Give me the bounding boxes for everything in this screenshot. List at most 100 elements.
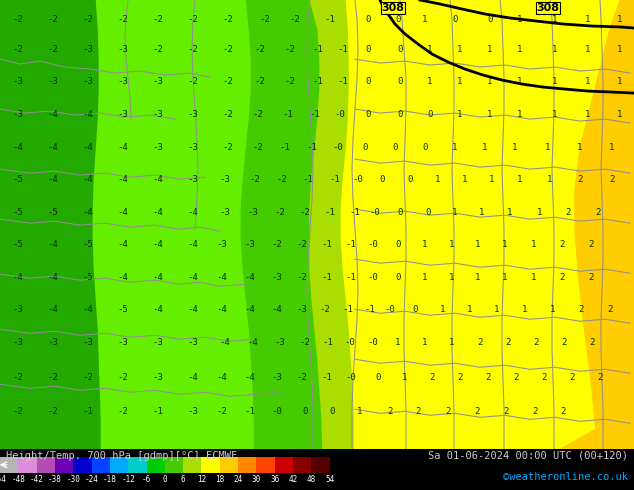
- Bar: [146, 457, 165, 473]
- Text: 2: 2: [597, 373, 603, 382]
- Text: -2: -2: [223, 45, 233, 53]
- Text: -0: -0: [368, 273, 378, 282]
- Text: -3: -3: [118, 110, 128, 119]
- Text: -2: -2: [48, 407, 58, 416]
- Text: 1: 1: [545, 143, 551, 151]
- Text: 2: 2: [474, 407, 480, 416]
- Text: 2: 2: [533, 407, 538, 416]
- Text: 1: 1: [531, 273, 537, 282]
- Text: -4: -4: [82, 110, 93, 119]
- Text: 2: 2: [588, 240, 593, 249]
- Text: 2: 2: [578, 174, 583, 184]
- Text: 1: 1: [436, 174, 441, 184]
- Text: 1: 1: [618, 15, 623, 24]
- Text: 1: 1: [479, 208, 484, 217]
- Text: -2: -2: [260, 15, 270, 24]
- Text: -0: -0: [345, 338, 356, 347]
- Text: 0: 0: [427, 110, 432, 119]
- Polygon shape: [0, 0, 253, 449]
- Text: 2: 2: [533, 338, 539, 347]
- Text: 2: 2: [590, 338, 595, 347]
- Text: -4: -4: [48, 240, 58, 249]
- Text: -4: -4: [153, 208, 164, 217]
- Text: -3: -3: [153, 338, 164, 347]
- Text: 1: 1: [517, 15, 522, 24]
- Text: -2: -2: [223, 110, 233, 119]
- Text: -2: -2: [300, 208, 311, 217]
- Text: -48: -48: [11, 475, 25, 484]
- Text: 2: 2: [505, 338, 511, 347]
- Text: -3: -3: [297, 305, 307, 314]
- Text: 24: 24: [233, 475, 243, 484]
- Text: -2: -2: [276, 174, 287, 184]
- Text: -4: -4: [13, 143, 23, 151]
- Text: -2: -2: [300, 338, 311, 347]
- Text: -4: -4: [153, 305, 164, 314]
- Text: -3: -3: [118, 45, 128, 53]
- Text: 1: 1: [427, 45, 432, 53]
- Text: 0: 0: [398, 76, 403, 86]
- Text: 1: 1: [517, 110, 522, 119]
- Text: 30: 30: [252, 475, 261, 484]
- Text: -2: -2: [250, 174, 261, 184]
- Text: 54: 54: [325, 475, 334, 484]
- Text: -2: -2: [188, 45, 198, 53]
- Text: 1: 1: [495, 305, 500, 314]
- Text: 2: 2: [607, 305, 612, 314]
- Text: 0: 0: [365, 15, 371, 24]
- Text: -4: -4: [153, 273, 164, 282]
- Text: -0: -0: [353, 174, 363, 184]
- Text: -1: -1: [349, 208, 360, 217]
- Text: -4: -4: [217, 273, 228, 282]
- Text: 1: 1: [585, 76, 591, 86]
- Text: -54: -54: [0, 475, 7, 484]
- Text: -2: -2: [223, 76, 233, 86]
- Text: -4: -4: [48, 174, 58, 184]
- Text: 0: 0: [162, 475, 167, 484]
- Text: 1: 1: [450, 338, 455, 347]
- Text: -42: -42: [30, 475, 44, 484]
- Text: -4: -4: [188, 273, 198, 282]
- Bar: [275, 457, 293, 473]
- Text: -1: -1: [313, 76, 323, 86]
- Text: 2: 2: [559, 240, 565, 249]
- Text: 2: 2: [514, 373, 519, 382]
- Text: 0: 0: [398, 208, 403, 217]
- Text: 1: 1: [457, 110, 463, 119]
- Text: -0: -0: [271, 407, 282, 416]
- Text: -0: -0: [370, 208, 380, 217]
- Text: 1: 1: [512, 143, 518, 151]
- Text: 0: 0: [398, 110, 403, 119]
- Text: -4: -4: [153, 240, 164, 249]
- Bar: [55, 457, 74, 473]
- Text: 0: 0: [365, 110, 371, 119]
- Text: 2: 2: [609, 174, 615, 184]
- Text: 0: 0: [375, 373, 380, 382]
- Text: 1: 1: [482, 143, 488, 151]
- Text: -2: -2: [223, 143, 233, 151]
- Text: -3: -3: [13, 110, 23, 119]
- Text: 1: 1: [488, 45, 493, 53]
- Text: 0: 0: [412, 305, 418, 314]
- Text: 48: 48: [307, 475, 316, 484]
- Text: -4: -4: [118, 143, 128, 151]
- Text: -3: -3: [188, 110, 198, 119]
- Text: 1: 1: [422, 15, 428, 24]
- Text: -2: -2: [188, 76, 198, 86]
- Text: -2: -2: [223, 15, 233, 24]
- Text: 1: 1: [450, 240, 455, 249]
- Text: 2: 2: [387, 407, 392, 416]
- Text: -1: -1: [346, 273, 356, 282]
- Text: -3: -3: [82, 45, 93, 53]
- Text: -5: -5: [13, 174, 23, 184]
- Text: -2: -2: [217, 407, 228, 416]
- Text: -1: -1: [338, 45, 348, 53]
- Text: 1: 1: [476, 240, 481, 249]
- Text: 2: 2: [477, 338, 482, 347]
- Text: 2: 2: [595, 208, 600, 217]
- Text: 1: 1: [537, 208, 543, 217]
- Text: -2: -2: [275, 208, 285, 217]
- Bar: [18, 457, 37, 473]
- Text: -3: -3: [153, 373, 164, 382]
- Text: -1: -1: [325, 208, 335, 217]
